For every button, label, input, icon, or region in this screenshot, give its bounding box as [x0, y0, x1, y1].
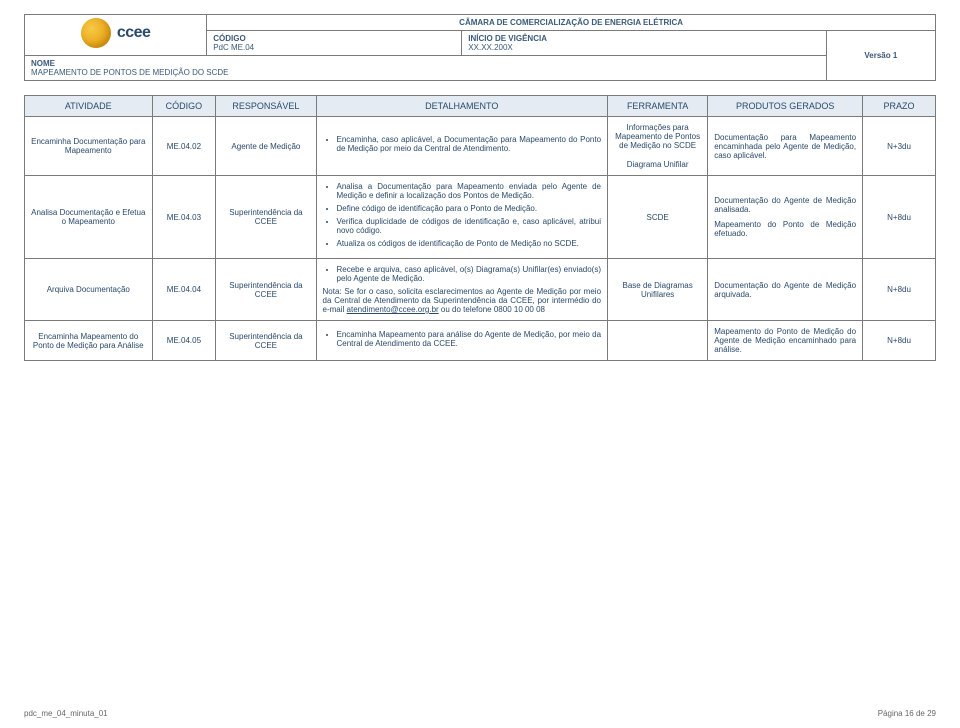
cell-codigo: ME.04.05 — [152, 321, 216, 361]
cell-produtos: Documentação para Mapeamento encaminhada… — [708, 117, 863, 176]
page-frame: ccee CÂMARA DE COMERCIALIZAÇÃO DE ENERGI… — [0, 0, 960, 375]
page-footer: pdc_me_04_minuta_01 Página 16 de 29 — [24, 709, 936, 718]
ccee-logo: ccee — [81, 18, 151, 48]
th-atividade: ATIVIDADE — [25, 96, 153, 117]
activities-table: ATIVIDADE CÓDIGO RESPONSÁVEL DETALHAMENT… — [24, 95, 936, 361]
nota-wrapper: Nota: Se for o caso, solicita esclarecim… — [323, 287, 602, 314]
inicio-value: XX.XX.200X — [468, 43, 512, 52]
versao-cell: Versão 1 — [826, 31, 935, 81]
cell-detalhamento: Recebe e arquiva, caso aplicável, o(s) D… — [316, 259, 608, 321]
cell-codigo: ME.04.02 — [152, 117, 216, 176]
inicio-label: INÍCIO DE VIGÊNCIA — [468, 34, 819, 43]
bullet: Define código de identificação para o Po… — [337, 204, 602, 213]
logo-sphere-icon — [81, 18, 111, 48]
bullet: Analisa a Documentação para Mapeamento e… — [337, 182, 602, 200]
codigo-value: PdC ME.04 — [213, 43, 254, 52]
detalhamento-text: Encaminha, caso aplicável, a Documentaçã… — [337, 135, 602, 153]
bullet: Recebe e arquiva, caso aplicável, o(s) D… — [337, 265, 602, 283]
th-responsavel: RESPONSÁVEL — [216, 96, 316, 117]
produtos-2: Mapeamento do Ponto de Medição efetuado. — [714, 220, 856, 238]
cell-produtos: Documentação do Agente de Medição arquiv… — [708, 259, 863, 321]
cell-responsavel: Agente de Medição — [216, 117, 316, 176]
versao-label: Versão 1 — [833, 51, 929, 60]
ferramenta-1: Informações para Mapeamento de Pontos de… — [614, 123, 701, 150]
th-prazo: PRAZO — [863, 96, 936, 117]
codigo-cell: CÓDIGO PdC ME.04 — [207, 31, 462, 56]
produtos-1: Documentação do Agente de Medição analis… — [714, 196, 856, 214]
cell-detalhamento: Encaminha Mapeamento para análise do Age… — [316, 321, 608, 361]
codigo-label: CÓDIGO — [213, 34, 455, 43]
logo-cell: ccee — [25, 15, 207, 56]
table-row: Encaminha Mapeamento do Ponto de Medição… — [25, 321, 936, 361]
logo-text: ccee — [117, 24, 151, 42]
cell-codigo: ME.04.04 — [152, 259, 216, 321]
inicio-cell: INÍCIO DE VIGÊNCIA XX.XX.200X — [462, 31, 826, 56]
cell-responsavel: Superintendência da CCEE — [216, 176, 316, 259]
cell-responsavel: Superintendência da CCEE — [216, 259, 316, 321]
cell-produtos: Mapeamento do Ponto de Medição do Agente… — [708, 321, 863, 361]
ferramenta-2: Diagrama Unifilar — [614, 160, 701, 169]
footer-right: Página 16 de 29 — [878, 709, 936, 718]
cell-ferramenta — [608, 321, 708, 361]
cell-ferramenta: Informações para Mapeamento de Pontos de… — [608, 117, 708, 176]
cell-detalhamento: Analisa a Documentação para Mapeamento e… — [316, 176, 608, 259]
table-header-row: ATIVIDADE CÓDIGO RESPONSÁVEL DETALHAMENT… — [25, 96, 936, 117]
th-codigo: CÓDIGO — [152, 96, 216, 117]
cell-produtos: Documentação do Agente de Medição analis… — [708, 176, 863, 259]
nota-suffix: ou do telefone 0800 10 00 08 — [439, 305, 545, 314]
bullet: Atualiza os códigos de identificação de … — [337, 239, 602, 248]
table-row: Arquiva Documentação ME.04.04 Superinten… — [25, 259, 936, 321]
nome-cell: NOME MAPEAMENTO DE PONTOS DE MEDIÇÃO DO … — [25, 56, 827, 81]
bullet: Verifica duplicidade de códigos de ident… — [337, 217, 602, 235]
nome-value: MAPEAMENTO DE PONTOS DE MEDIÇÃO DO SCDE — [31, 68, 229, 77]
nome-label: NOME — [31, 59, 820, 68]
table-row: Analisa Documentação e Efetua o Mapeamen… — [25, 176, 936, 259]
cell-prazo: N+3du — [863, 117, 936, 176]
cell-prazo: N+8du — [863, 321, 936, 361]
cell-ferramenta: Base de Diagramas Unifilares — [608, 259, 708, 321]
cell-atividade: Analisa Documentação e Efetua o Mapeamen… — [25, 176, 153, 259]
th-produtos: PRODUTOS GERADOS — [708, 96, 863, 117]
cell-detalhamento: Encaminha, caso aplicável, a Documentaçã… — [316, 117, 608, 176]
footer-left: pdc_me_04_minuta_01 — [24, 709, 108, 718]
cell-atividade: Encaminha Mapeamento do Ponto de Medição… — [25, 321, 153, 361]
cell-ferramenta: SCDE — [608, 176, 708, 259]
cell-codigo: ME.04.03 — [152, 176, 216, 259]
th-ferramenta: FERRAMENTA — [608, 96, 708, 117]
org-title: CÂMARA DE COMERCIALIZAÇÃO DE ENERGIA ELÉ… — [207, 15, 936, 31]
cell-responsavel: Superintendência da CCEE — [216, 321, 316, 361]
cell-atividade: Encaminha Documentação para Mapeamento — [25, 117, 153, 176]
cell-prazo: N+8du — [863, 259, 936, 321]
cell-atividade: Arquiva Documentação — [25, 259, 153, 321]
cell-prazo: N+8du — [863, 176, 936, 259]
table-row: Encaminha Documentação para Mapeamento M… — [25, 117, 936, 176]
th-detalhamento: DETALHAMENTO — [316, 96, 608, 117]
bullet: Encaminha Mapeamento para análise do Age… — [337, 330, 602, 348]
document-header: ccee CÂMARA DE COMERCIALIZAÇÃO DE ENERGI… — [24, 14, 936, 81]
nota-link[interactable]: atendimento@ccee.org.br — [347, 305, 439, 314]
